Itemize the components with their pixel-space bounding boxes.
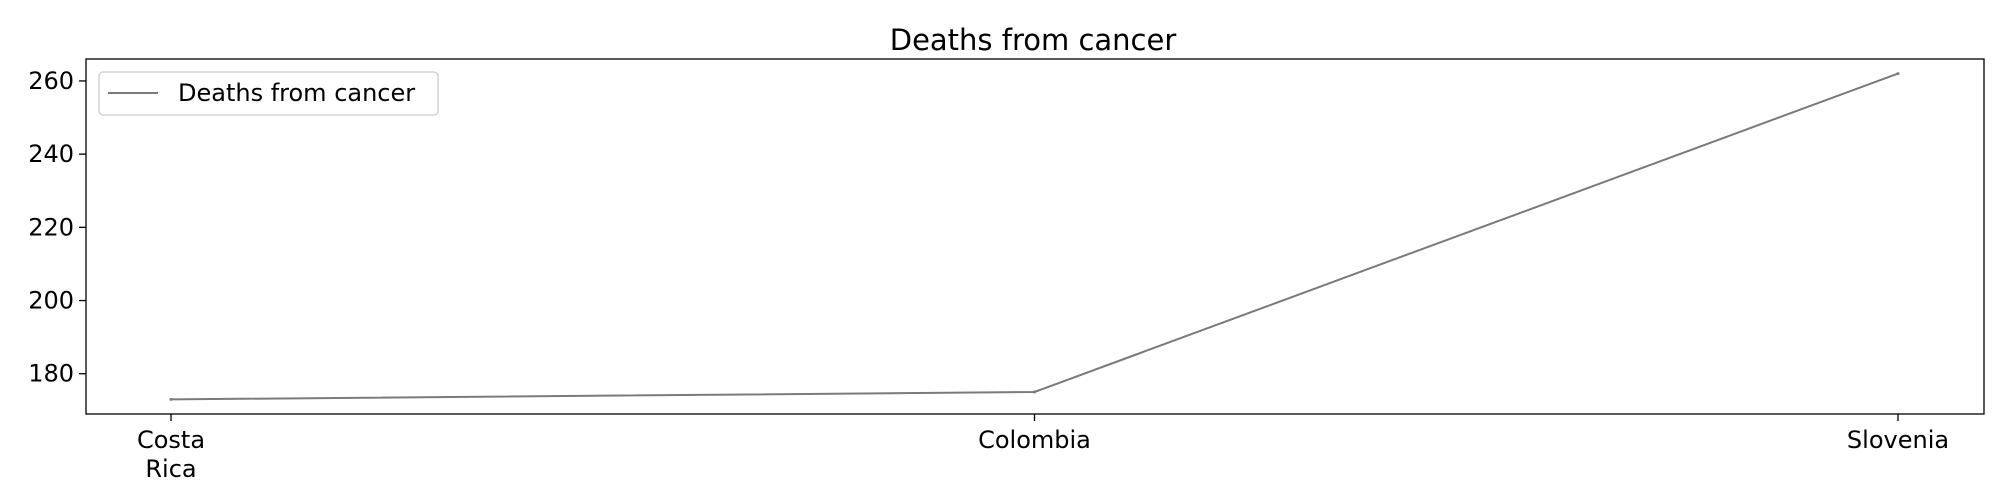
y-tick-label: 200 bbox=[28, 287, 74, 315]
legend-box bbox=[98, 71, 439, 116]
data-point bbox=[1896, 72, 1900, 76]
legend-label: Deaths from cancer bbox=[178, 79, 415, 107]
y-tick-label: 240 bbox=[28, 140, 74, 168]
data-point bbox=[1033, 390, 1036, 394]
data-point bbox=[169, 397, 173, 401]
x-tick-label: Slovenia bbox=[1847, 426, 1949, 454]
x-tick-label: Costa Rica bbox=[137, 426, 205, 483]
x-tick-label: Colombia bbox=[978, 426, 1091, 454]
x-axis: Costa Rica Colombia Slovenia bbox=[137, 414, 1949, 483]
y-tick-label: 180 bbox=[28, 360, 74, 388]
chart-title: Deaths from cancer bbox=[890, 23, 1177, 57]
legend: Deaths from cancer bbox=[98, 71, 439, 116]
y-axis: 180 200 220 240 260 bbox=[28, 67, 86, 388]
series-layer bbox=[169, 72, 1900, 401]
y-tick-label: 260 bbox=[28, 67, 74, 95]
y-tick-label: 220 bbox=[28, 213, 74, 241]
